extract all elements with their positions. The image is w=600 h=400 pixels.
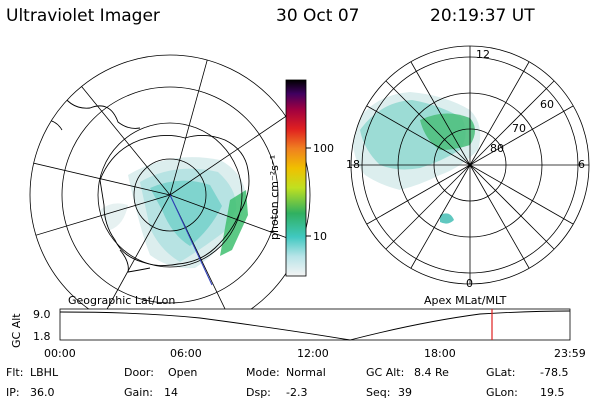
info-flt-value: LBHL: [30, 366, 59, 379]
xtick-0000: 00:00: [44, 347, 76, 360]
colorbar: 100 10 photon cm⁻²s⁻¹: [268, 79, 334, 277]
info-footer: Flt: LBHL Door: Open Mode: Normal GC Alt…: [6, 366, 568, 399]
xtick-1200: 12:00: [297, 347, 329, 360]
mlt-label-12: 12: [476, 48, 490, 61]
altitude-ytick-9: 9.0: [33, 308, 51, 321]
info-gain-value: 14: [164, 386, 178, 399]
info-dsp-label: Dsp:: [246, 386, 271, 399]
mlt-label-18: 18: [346, 158, 360, 171]
mlt-label-0: 0: [466, 277, 473, 290]
magnetic-caption: Apex MLat/MLT: [424, 294, 507, 307]
magnetic-polar-plot: 12 18 6 0 60 70 80: [346, 45, 590, 290]
mlat-label-80: 80: [490, 142, 504, 155]
mlt-label-6: 6: [578, 158, 585, 171]
aurora-emission-left: [100, 157, 248, 269]
info-seq-label: Seq:: [366, 386, 390, 399]
xtick-1800: 18:00: [424, 347, 456, 360]
info-door-value: Open: [168, 366, 197, 379]
colorbar-unit-label: photon cm⁻²s⁻¹: [268, 155, 281, 240]
info-ip-label: IP:: [6, 386, 20, 399]
xtick-2359: 23:59: [554, 347, 586, 360]
info-glon-label: GLon:: [486, 386, 518, 399]
info-glon-value: 19.5: [540, 386, 565, 399]
info-ip-value: 36.0: [30, 386, 55, 399]
info-dsp-value: -2.3: [286, 386, 307, 399]
info-mode-label: Mode:: [246, 366, 280, 379]
info-door-label: Door:: [124, 366, 154, 379]
info-gain-label: Gain:: [124, 386, 153, 399]
xtick-0600: 06:00: [170, 347, 202, 360]
aurora-emission-right: [352, 92, 481, 224]
info-flt-label: Flt:: [6, 366, 23, 379]
altitude-ytick-1.8: 1.8: [33, 330, 51, 343]
info-glat-label: GLat:: [486, 366, 515, 379]
info-mode-value: Normal: [286, 366, 326, 379]
time-label: 20:19:37 UT: [430, 6, 535, 26]
info-gcalt-label: GC Alt:: [366, 366, 404, 379]
altitude-curve: [59, 310, 571, 341]
mlat-label-70: 70: [512, 122, 526, 135]
colorbar-tick-100: 100: [313, 142, 334, 155]
geographic-caption: Geographic Lat/Lon: [68, 294, 175, 307]
instrument-title: Ultraviolet Imager: [6, 6, 160, 26]
info-gcalt-value: 8.4 Re: [414, 366, 449, 379]
mlat-label-60: 60: [540, 98, 554, 111]
altitude-plot: GC Alt 9.0 1.8 00:00 06:00 12:00 18:00 2…: [10, 308, 586, 360]
date-label: 30 Oct 07: [276, 6, 360, 26]
info-glat-value: -78.5: [540, 366, 568, 379]
colorbar-tick-10: 10: [313, 230, 327, 243]
info-seq-value: 39: [398, 386, 412, 399]
altitude-ylabel: GC Alt: [10, 313, 23, 348]
